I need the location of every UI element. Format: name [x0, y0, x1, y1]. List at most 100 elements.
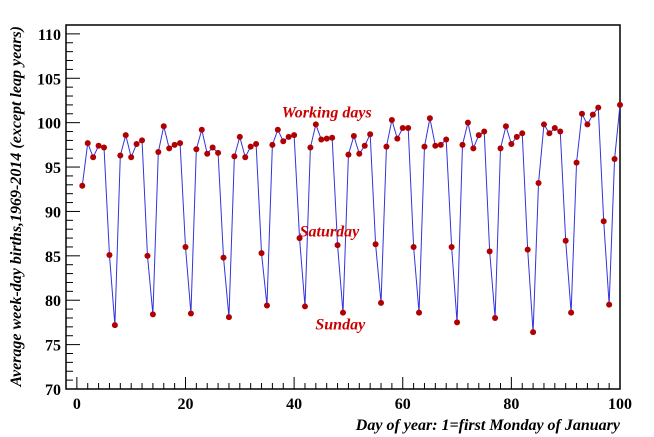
data-point [497, 145, 504, 152]
y-tick-label: 95 [45, 160, 61, 177]
x-axis: 0 20 40 60 80 100 [73, 377, 632, 413]
data-point [209, 144, 216, 151]
data-point [274, 126, 281, 133]
data-point [578, 110, 585, 117]
data-point [557, 128, 564, 135]
data-point [372, 241, 379, 248]
data-point [101, 144, 108, 151]
data-point [584, 121, 591, 128]
data-point [318, 136, 325, 143]
data-point [535, 180, 542, 187]
y-tick-label: 70 [45, 382, 61, 399]
data-point [220, 254, 227, 261]
data-point [361, 142, 368, 149]
x-tick-label: 80 [503, 396, 519, 413]
data-point [312, 121, 319, 128]
data-point [182, 243, 189, 250]
data-point [459, 141, 466, 148]
data-point [204, 150, 211, 157]
y-tick-label: 90 [45, 204, 61, 221]
data-point [426, 115, 433, 122]
data-point [111, 322, 118, 329]
data-markers [79, 101, 623, 336]
data-point [356, 150, 363, 157]
data-point [345, 151, 352, 158]
data-point [291, 132, 298, 139]
annotation-label: Saturday [300, 223, 360, 240]
data-point [198, 126, 205, 133]
data-point [334, 242, 341, 249]
data-point [247, 143, 254, 150]
data-point [263, 302, 270, 309]
data-point [166, 145, 173, 152]
x-tick-label: 0 [73, 396, 81, 413]
x-axis-title: Day of year: 1=first Monday of January [355, 417, 621, 434]
data-point [350, 132, 357, 139]
data-point [296, 235, 303, 242]
data-point [323, 135, 330, 142]
data-point [139, 137, 146, 144]
y-tick-label: 100 [37, 116, 61, 133]
data-point [301, 303, 308, 310]
x-tick-label: 100 [608, 396, 632, 413]
data-point [524, 246, 531, 253]
data-point [269, 141, 276, 148]
data-point [513, 133, 520, 140]
y-tick-label: 75 [45, 338, 61, 355]
data-point [280, 138, 287, 145]
data-point [258, 250, 265, 257]
data-point [443, 136, 450, 143]
y-tick-label: 105 [37, 71, 61, 88]
data-point [378, 299, 385, 306]
data-point [546, 130, 553, 137]
data-point [367, 131, 374, 138]
data-point [187, 310, 194, 317]
data-point [388, 116, 395, 123]
data-point [432, 142, 439, 149]
data-point [285, 133, 292, 140]
data-point [171, 141, 178, 148]
data-point [589, 111, 596, 118]
plot-frame [65, 24, 621, 390]
data-point [492, 314, 499, 321]
data-point [106, 251, 113, 258]
data-point [595, 104, 602, 111]
y-axis: 70 75 80 85 90 95 100 105 110 [37, 24, 80, 399]
x-tick-label: 20 [177, 396, 193, 413]
data-point [399, 124, 406, 131]
series-line [81, 104, 621, 333]
data-point [79, 182, 86, 189]
data-point [340, 309, 346, 316]
data-point [144, 252, 151, 259]
data-point [133, 140, 140, 147]
data-point [231, 153, 238, 160]
data-point [617, 101, 623, 108]
data-point [519, 130, 526, 137]
data-point [149, 311, 156, 318]
y-tick-label: 110 [38, 27, 61, 44]
data-point [383, 143, 390, 150]
y-axis-title: Average week-day births,1969-2014 (excep… [8, 26, 25, 388]
data-point [437, 141, 444, 148]
data-point [475, 132, 482, 139]
data-point [122, 132, 129, 139]
data-point [530, 329, 537, 336]
annotation-label: Working days [282, 104, 372, 121]
data-point [573, 159, 580, 166]
data-point [606, 301, 613, 308]
data-point [502, 123, 509, 130]
data-point [611, 156, 618, 163]
data-point [405, 124, 412, 131]
data-point [215, 149, 222, 156]
annotation-label: Sunday [315, 317, 366, 334]
data-point [155, 148, 162, 155]
data-point [128, 154, 135, 161]
data-point [508, 140, 515, 147]
y-tick-label: 80 [45, 293, 61, 310]
data-point [242, 154, 249, 161]
data-point [454, 319, 461, 326]
data-point [410, 243, 417, 250]
data-point [253, 140, 260, 147]
data-point [177, 140, 184, 147]
